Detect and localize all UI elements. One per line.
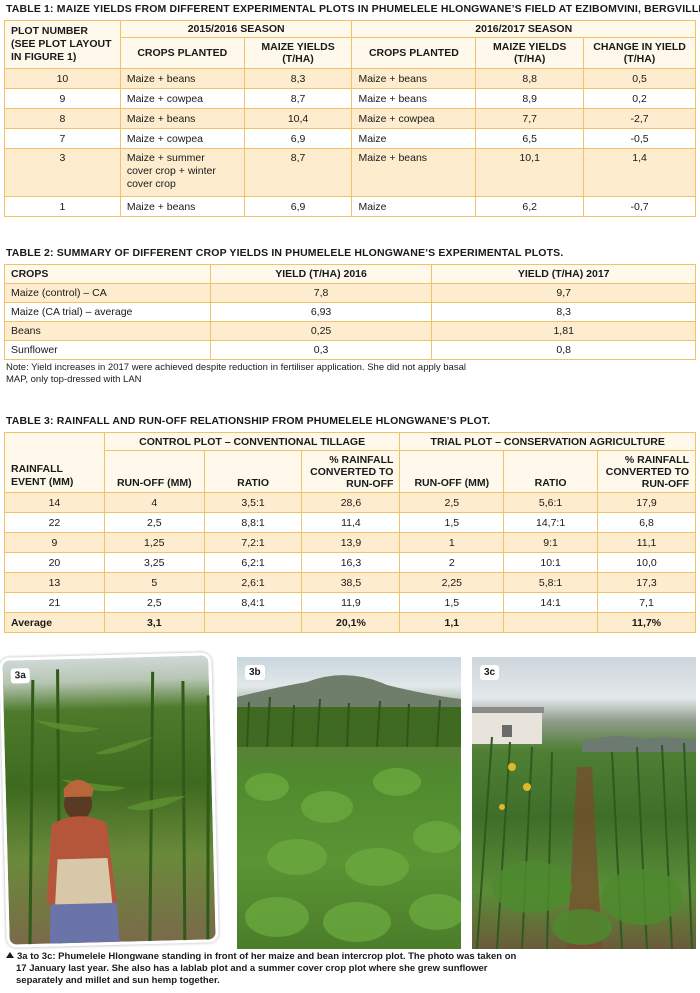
average-row: Average 3,1 20,1% 1,1 11,7% (4, 612, 696, 633)
photo-3c: 3c (472, 657, 696, 949)
table2-note: Note: Yield increases in 2017 were achie… (6, 362, 466, 385)
photo-caption: 3a to 3c: Phumelele Hlongwane standing i… (6, 951, 526, 987)
col-plot-number: PLOT NUMBER (SEE PLOT LAYOUT IN FIGURE 1) (4, 20, 121, 69)
table-row: 9 Maize + cowpea 8,7 Maize + beans 8,9 0… (4, 88, 696, 109)
trial-plot-header: TRIAL PLOT – CONSERVATION AGRICULTURE (399, 432, 696, 451)
runoff-header-1: RUN-OFF (MM) (103, 450, 205, 493)
table-row: Maize (control) – CA 7,8 9,7 (4, 283, 696, 303)
table-row: Sunflower 0,3 0,8 (4, 340, 696, 360)
table-row: 3 Maize + summer cover crop + winter cover… (4, 148, 696, 197)
table-row: 13 5 2,6:1 38,5 2,25 5,8:1 17,3 (4, 572, 696, 593)
season-2015-header: 2015/2016 SEASON (119, 20, 353, 38)
table-row: 7 Maize + cowpea 6,9 Maize 6,5 -0,5 (4, 128, 696, 149)
table3-title: TABLE 3: RAINFALL AND RUN-OFF RELATIONSH… (6, 415, 491, 427)
photo-label-3b: 3b (245, 665, 265, 680)
photo-3c-scene (472, 707, 696, 949)
pct-header-1: % RAINFALL CONVERTED TO RUN-OFF (301, 450, 401, 493)
control-plot-header: CONTROL PLOT – CONVENTIONAL TILLAGE (103, 432, 401, 451)
photo-3a: 3a (0, 652, 219, 948)
table2: CROPS YIELD (T/HA) 2016 YIELD (T/HA) 201… (4, 264, 696, 360)
maize-yields-header-1: MAIZE YIELDS (T/HA) (243, 37, 353, 69)
table-row: 9 1,25 7,2:1 13,9 1 9:1 11,1 (4, 532, 696, 553)
table2-title: TABLE 2: SUMMARY OF DIFFERENT CROP YIELD… (6, 247, 564, 259)
table3: RAINFALL EVENT (MM) CONTROL PLOT – CONVEN… (4, 432, 696, 633)
photo-3b: 3b (237, 657, 461, 949)
table-row: 8 Maize + beans 10,4 Maize + cowpea 7,7 … (4, 108, 696, 129)
rainfall-event-header: RAINFALL EVENT (MM) (4, 432, 105, 493)
table-row: 14 4 3,5:1 28,6 2,5 5,6:1 17,9 (4, 492, 696, 513)
table1-title: TABLE 1: MAIZE YIELDS FROM DIFFERENT EXP… (6, 3, 700, 15)
photo-3b-scene (237, 675, 461, 942)
season-2016-header: 2016/2017 SEASON (351, 20, 696, 38)
table-row: Maize (CA trial) – average 6,93 8,3 (4, 302, 696, 322)
yield-2016-header: YIELD (T/HA) 2016 (209, 264, 433, 284)
maize-yields-header-2: MAIZE YIELDS (T/HA) (475, 37, 585, 69)
crops-planted-header-2: CROPS PLANTED (351, 37, 477, 69)
pct-header-2: % RAINFALL CONVERTED TO RUN-OFF (597, 450, 696, 493)
photo-label-3c: 3c (480, 665, 500, 680)
table1: PLOT NUMBER (SEE PLOT LAYOUT IN FIGURE 1) … (4, 20, 696, 217)
ratio-header-2: RATIO (503, 450, 599, 493)
table-row: Beans 0,25 1,81 (4, 321, 696, 341)
crops-planted-header-1: CROPS PLANTED (119, 37, 245, 69)
photo-label-3a: 3a (10, 668, 31, 684)
table-row: 21 2,5 8,4:1 11,9 1,5 14:1 7,1 (4, 592, 696, 613)
yield-2017-header: YIELD (T/HA) 2017 (431, 264, 696, 284)
photo-3a-scene (28, 669, 210, 948)
caption-triangle-icon (6, 952, 14, 958)
table-row: 20 3,25 6,2:1 16,3 2 10:1 10,0 (4, 552, 696, 573)
ratio-header-1: RATIO (203, 450, 303, 493)
crops-header: CROPS (4, 264, 211, 284)
table-row: 22 2,5 8,8:1 11,4 1,5 14,7:1 6,8 (4, 512, 696, 533)
table-row: 1 Maize + beans 6,9 Maize 6,2 -0,7 (4, 196, 696, 217)
change-in-yield-header: CHANGE IN YIELD (T/HA) (583, 37, 696, 69)
table-row: 10 Maize + beans 8,3 Maize + beans 8,8 0… (4, 68, 696, 89)
runoff-header-2: RUN-OFF (MM) (399, 450, 505, 493)
